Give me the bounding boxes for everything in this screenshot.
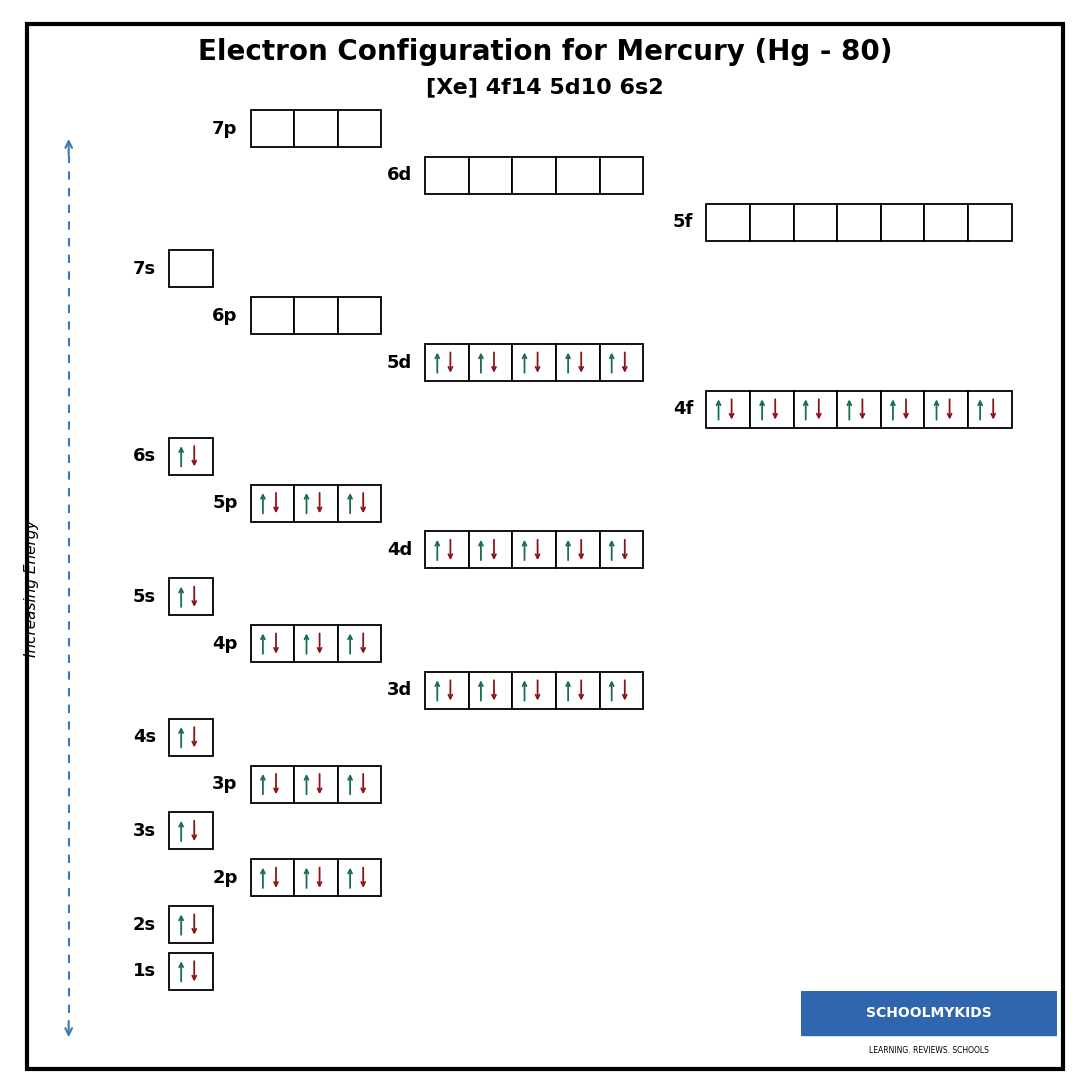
Bar	[169, 953, 213, 990]
Bar	[294, 625, 338, 662]
Bar	[294, 485, 338, 522]
Bar	[512, 157, 556, 194]
Text: 2s: 2s	[133, 916, 156, 933]
Text: 5p: 5p	[213, 494, 238, 512]
Bar	[469, 672, 512, 709]
Text: 7s: 7s	[133, 260, 156, 278]
Bar	[169, 812, 213, 849]
Bar	[425, 344, 469, 381]
Bar	[512, 531, 556, 568]
Bar	[750, 204, 794, 241]
Bar	[425, 672, 469, 709]
Bar	[600, 157, 643, 194]
Bar	[338, 625, 381, 662]
Bar	[600, 344, 643, 381]
Bar	[968, 391, 1012, 428]
Bar	[556, 531, 600, 568]
Text: 5f: 5f	[673, 213, 693, 231]
Text: 5d: 5d	[387, 354, 412, 371]
Bar	[706, 204, 750, 241]
Bar	[338, 766, 381, 803]
Text: 6p: 6p	[213, 307, 238, 325]
Bar	[469, 344, 512, 381]
Bar	[338, 859, 381, 896]
Text: Increasing Energy: Increasing Energy	[24, 519, 39, 657]
Bar	[556, 344, 600, 381]
Bar	[169, 578, 213, 615]
Text: 3s: 3s	[133, 822, 156, 840]
Text: LEARNING. REVIEWS. SCHOOLS: LEARNING. REVIEWS. SCHOOLS	[870, 1045, 989, 1055]
Bar	[512, 672, 556, 709]
Bar	[750, 391, 794, 428]
Bar	[469, 157, 512, 194]
Bar	[556, 672, 600, 709]
Text: Electron Configuration for Mercury (Hg - 80): Electron Configuration for Mercury (Hg -…	[197, 38, 893, 66]
Bar	[556, 157, 600, 194]
Bar	[251, 766, 294, 803]
Bar	[169, 250, 213, 287]
Bar	[294, 110, 338, 147]
Bar	[425, 157, 469, 194]
Text: 4d: 4d	[387, 541, 412, 559]
Bar	[881, 204, 924, 241]
Bar	[600, 672, 643, 709]
Bar	[338, 110, 381, 147]
Text: 6s: 6s	[133, 448, 156, 465]
Bar	[251, 859, 294, 896]
Text: SCHOOLMYKIDS: SCHOOLMYKIDS	[867, 1006, 992, 1020]
Bar	[251, 625, 294, 662]
Text: [Xe] 4f14 5d10 6s2: [Xe] 4f14 5d10 6s2	[426, 77, 664, 97]
Bar	[469, 531, 512, 568]
Text: 7p: 7p	[213, 120, 238, 137]
Bar	[968, 204, 1012, 241]
Text: 4f: 4f	[673, 401, 693, 418]
Bar	[251, 485, 294, 522]
Bar	[801, 991, 1057, 1035]
Bar	[338, 485, 381, 522]
Bar	[251, 297, 294, 334]
Text: 3p: 3p	[213, 775, 238, 793]
Bar	[338, 297, 381, 334]
Text: 5s: 5s	[133, 588, 156, 605]
Bar	[169, 719, 213, 756]
Text: 1s: 1s	[133, 963, 156, 980]
Bar	[600, 531, 643, 568]
Text: 3d: 3d	[387, 682, 412, 699]
Bar	[837, 204, 881, 241]
Bar	[837, 391, 881, 428]
Text: 6d: 6d	[387, 167, 412, 184]
Bar	[294, 297, 338, 334]
Bar	[169, 438, 213, 475]
Bar	[794, 391, 837, 428]
Bar	[512, 344, 556, 381]
Bar	[169, 906, 213, 943]
Text: 4p: 4p	[213, 635, 238, 652]
Bar	[794, 204, 837, 241]
Text: 4s: 4s	[133, 729, 156, 746]
Bar	[924, 204, 968, 241]
Bar	[706, 391, 750, 428]
Bar	[294, 766, 338, 803]
Bar	[294, 859, 338, 896]
Bar	[425, 531, 469, 568]
Bar	[924, 391, 968, 428]
Bar	[881, 391, 924, 428]
Text: 2p: 2p	[213, 869, 238, 886]
Bar	[251, 110, 294, 147]
